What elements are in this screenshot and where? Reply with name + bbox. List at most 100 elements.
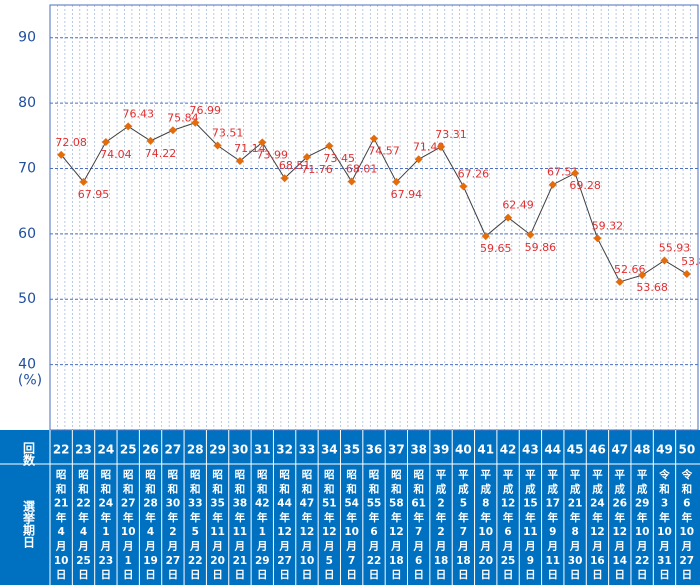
date-part: 年 <box>659 511 670 524</box>
count-label: 43 <box>522 443 539 457</box>
value-label: 73.99 <box>257 148 289 161</box>
date-part: 12 <box>277 526 292 538</box>
date-part: 月 <box>234 541 246 553</box>
date-part: 成 <box>592 482 603 495</box>
date-part: 月 <box>301 541 313 553</box>
date-part: 22 <box>188 555 203 567</box>
date-part: 18 <box>456 555 471 567</box>
count-label: 50 <box>678 443 695 457</box>
date-part: 月 <box>412 541 424 553</box>
value-label: 72.08 <box>55 136 87 149</box>
date-part: 24 <box>99 498 114 510</box>
date-part: 和 <box>390 482 402 495</box>
marker <box>548 180 557 189</box>
date-part: 成 <box>570 482 581 495</box>
date-part: 日 <box>548 569 559 581</box>
marker <box>504 213 513 222</box>
date-header: 選挙期日 <box>22 500 36 549</box>
date-part: 9 <box>527 555 534 567</box>
date-part: 12 <box>612 526 627 538</box>
date-part: 和 <box>368 482 380 495</box>
date-part: 20 <box>210 555 225 567</box>
date-part: 4 <box>80 526 87 538</box>
marker <box>615 277 624 286</box>
date-part: 昭 <box>257 469 268 481</box>
date-part: 昭 <box>56 469 67 481</box>
date-part: 年 <box>346 511 357 524</box>
y-tick-label: 50 <box>18 291 36 307</box>
date-part: 日 <box>257 569 268 581</box>
date-part: 成 <box>458 482 469 495</box>
date-part: 24 <box>590 498 605 510</box>
date-part: 12 <box>300 526 315 538</box>
count-label: 31 <box>254 443 271 457</box>
date-part: 日 <box>101 569 112 581</box>
date-part: 和 <box>345 482 357 495</box>
date-part: 55 <box>367 498 382 510</box>
date-part: 成 <box>637 482 648 495</box>
count-label: 40 <box>455 443 472 457</box>
y-tick-label: 70 <box>18 160 36 176</box>
date-part: 30 <box>568 555 583 567</box>
date-part: 和 <box>167 482 179 495</box>
date-part: 27 <box>121 498 136 510</box>
date-part: 年 <box>615 511 626 524</box>
date-part: 日 <box>503 569 514 581</box>
date-part: 和 <box>278 482 290 495</box>
date-part: 月 <box>100 541 112 553</box>
date-part: 和 <box>211 482 223 495</box>
count-label: 49 <box>656 443 673 457</box>
marker <box>414 155 423 164</box>
date-part: 日 <box>190 569 201 581</box>
date-part: 38 <box>233 498 248 510</box>
date-part: 10 <box>635 526 650 538</box>
marker <box>481 232 490 241</box>
date-part: 月 <box>122 541 134 553</box>
date-part: 5 <box>326 555 333 567</box>
date-part: 日 <box>279 569 290 581</box>
date-part: 3 <box>661 498 668 510</box>
date-part: 成 <box>436 482 447 495</box>
count-label: 39 <box>433 443 450 457</box>
date-part: 日 <box>78 569 89 581</box>
count-label: 46 <box>589 443 606 457</box>
date-part: 5 <box>460 498 467 510</box>
date-part: 月 <box>636 541 648 553</box>
date-part: 平 <box>548 469 559 481</box>
marker <box>101 138 110 147</box>
date-part: 11 <box>233 526 248 538</box>
date-part: 4 <box>147 526 154 538</box>
date-part: 19 <box>143 555 158 567</box>
date-part: 21 <box>233 555 248 567</box>
date-part: 日 <box>123 569 134 581</box>
date-part: 15 <box>523 498 538 510</box>
date-part: 日 <box>56 569 67 581</box>
date-part: 7 <box>348 555 355 567</box>
date-part: 月 <box>144 541 156 553</box>
date-part: 14 <box>612 555 627 567</box>
date-part: 成 <box>503 482 514 495</box>
date-part: 月 <box>681 541 693 553</box>
date-part: 月 <box>345 541 357 553</box>
date-part: 61 <box>411 498 426 510</box>
date-part: 33 <box>188 498 203 510</box>
date-part: 22 <box>635 555 650 567</box>
marker <box>124 122 133 131</box>
date-part: 22 <box>367 555 382 567</box>
date-part: 27 <box>277 555 292 567</box>
date-part: 8 <box>571 526 578 538</box>
date-part: 昭 <box>212 469 223 481</box>
date-part: 17 <box>545 498 560 510</box>
date-part: 21 <box>568 498 583 510</box>
value-label: 76.43 <box>122 107 154 120</box>
date-part: 和 <box>189 482 201 495</box>
marker <box>526 230 535 239</box>
marker <box>302 152 311 161</box>
date-part: 20 <box>478 555 493 567</box>
marker <box>571 169 580 178</box>
date-part: 平 <box>592 469 603 481</box>
date-part: 平 <box>436 469 447 481</box>
marker <box>437 142 446 151</box>
date-part: 10 <box>680 526 695 538</box>
value-label: 55.93 <box>659 241 691 254</box>
